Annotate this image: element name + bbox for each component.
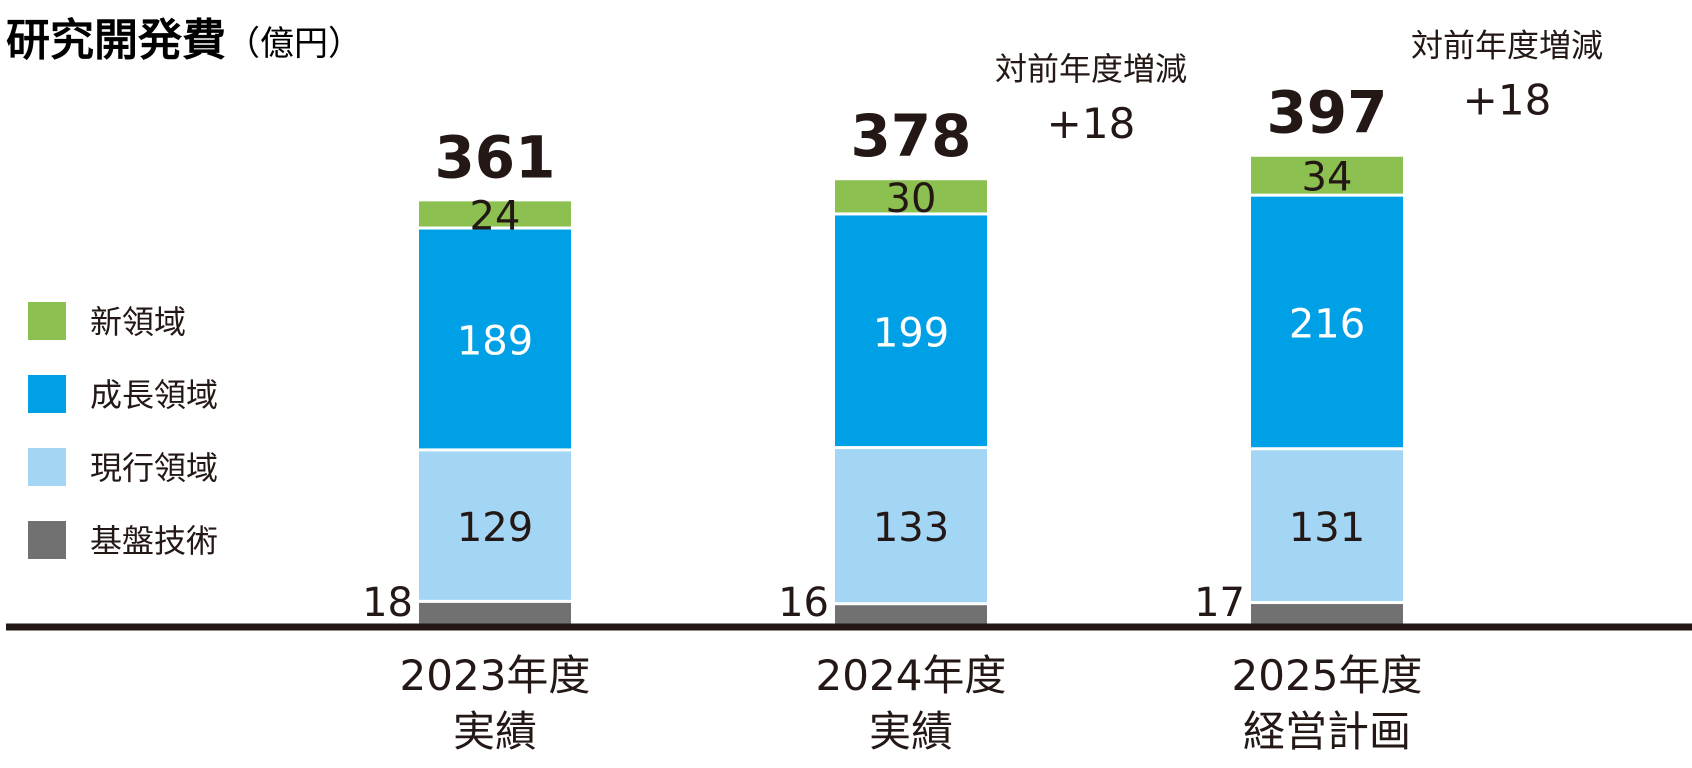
legend-item-current-area: 現行領域 bbox=[90, 449, 218, 487]
yoy-label: 対前年度増減 bbox=[1411, 27, 1603, 65]
total-value: 361 bbox=[434, 123, 555, 191]
base-tech-segment bbox=[835, 605, 987, 624]
total-value: 378 bbox=[850, 102, 971, 170]
growth-area-segment bbox=[835, 215, 987, 447]
legend-item-current-area-swatch bbox=[28, 448, 66, 486]
growth-area-value: 199 bbox=[873, 310, 949, 356]
category-label-year: 2024年度 bbox=[816, 651, 1007, 700]
new-area-value: 24 bbox=[470, 193, 521, 239]
new-area-segment bbox=[419, 201, 571, 227]
legend-item-new-area: 新領域 bbox=[90, 303, 186, 341]
legend-item-new-area-swatch bbox=[28, 302, 66, 340]
legend-item-base-tech-swatch bbox=[28, 521, 66, 559]
growth-area-value: 216 bbox=[1289, 301, 1365, 347]
total-value: 397 bbox=[1266, 79, 1387, 147]
bars: 18129189243612023年度実績1613319930378対前年度増減… bbox=[362, 27, 1603, 756]
current-area-segment bbox=[1251, 450, 1403, 602]
current-area-segment bbox=[835, 449, 987, 603]
new-area-value: 30 bbox=[886, 176, 937, 222]
chart-title: 研究開発費（億円） bbox=[6, 15, 362, 66]
current-area-value: 131 bbox=[1289, 505, 1365, 551]
base-tech-value: 17 bbox=[1194, 580, 1245, 626]
current-area-value: 133 bbox=[873, 505, 949, 551]
category-label-year: 2025年度 bbox=[1232, 651, 1423, 700]
base-tech-segment bbox=[1251, 604, 1403, 624]
category-label-type: 実績 bbox=[453, 707, 537, 756]
legend-item-growth-area-swatch bbox=[28, 375, 66, 413]
growth-area-segment bbox=[419, 229, 571, 449]
category-label-type: 実績 bbox=[869, 707, 953, 756]
yoy-label: 対前年度増減 bbox=[995, 50, 1187, 88]
base-tech-value: 18 bbox=[362, 580, 413, 626]
yoy-value: +18 bbox=[1047, 99, 1136, 148]
new-area-segment bbox=[1251, 156, 1403, 194]
growth-area-segment bbox=[1251, 196, 1403, 448]
current-area-segment bbox=[419, 451, 571, 600]
growth-area-value: 189 bbox=[457, 318, 533, 364]
base-tech-value: 16 bbox=[778, 580, 829, 626]
legend-item-growth-area: 成長領域 bbox=[90, 376, 218, 414]
new-area-value: 34 bbox=[1302, 155, 1353, 201]
legend-item-base-tech: 基盤技術 bbox=[90, 522, 218, 560]
new-area-segment bbox=[835, 180, 987, 213]
current-area-value: 129 bbox=[457, 505, 533, 551]
category-label-year: 2023年度 bbox=[400, 651, 591, 700]
base-tech-segment bbox=[419, 602, 571, 624]
category-label-type: 経営計画 bbox=[1243, 707, 1411, 756]
yoy-value: +18 bbox=[1463, 76, 1552, 125]
